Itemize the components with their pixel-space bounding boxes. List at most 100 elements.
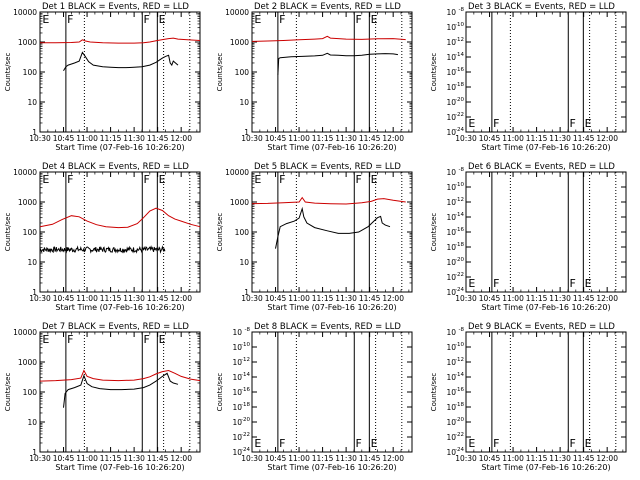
events-series-line — [63, 51, 179, 72]
y-tick-exponent: -8 — [459, 167, 465, 173]
y-axis-label: Counts/sec — [430, 53, 438, 92]
x-tick-label: 10:45 — [265, 134, 287, 143]
y-axis-label: Counts/sec — [4, 373, 12, 412]
x-tick-label: 12:00 — [170, 454, 192, 463]
y-tick-label: 10 — [446, 23, 456, 32]
y-tick-exponent: -18 — [455, 82, 464, 88]
y-tick-label: 10 — [446, 258, 456, 267]
x-tick-label: 10:30 — [29, 294, 51, 303]
y-tick-label: 10 — [446, 343, 456, 352]
y-tick-label: 10 — [232, 448, 242, 457]
y-tick-exponent: -8 — [459, 327, 465, 333]
panel-title: Det 1 BLACK = Events, RED = LLD — [42, 2, 189, 12]
panel-title: Det 2 BLACK = Events, RED = LLD — [254, 2, 401, 12]
y-tick-label: 10 — [27, 258, 37, 267]
y-axis-label: Counts/sec — [216, 213, 224, 252]
x-tick-label: 11:30 — [549, 134, 571, 143]
flag-label: F — [570, 117, 576, 130]
flag-label: F — [144, 13, 150, 26]
x-tick-label: 11:00 — [76, 454, 98, 463]
x-tick-label: 11:15 — [100, 134, 122, 143]
x-tick-label: 11:00 — [502, 294, 524, 303]
panel-title: Det 6 BLACK = Events, RED = LLD — [468, 162, 615, 172]
y-tick-label: 10 — [232, 418, 242, 427]
y-tick-exponent: -14 — [241, 372, 250, 378]
y-tick-label: 10 — [232, 358, 242, 367]
lld-series-line — [251, 196, 406, 205]
flag-label: F — [356, 173, 362, 186]
x-tick-label: 11:45 — [573, 134, 595, 143]
x-tick-label: 12:00 — [596, 454, 618, 463]
flag-label: E — [585, 437, 592, 450]
y-tick-label: 1 — [32, 288, 37, 297]
x-axis-label: Start Time (07-Feb-16 10:26:20) — [481, 463, 610, 472]
x-axis-label: Start Time (07-Feb-16 10:26:20) — [55, 463, 184, 472]
flag-label: E — [254, 13, 261, 26]
y-tick-label: 10 — [239, 98, 249, 107]
x-tick-label: 10:30 — [455, 134, 477, 143]
x-tick-label: 11:15 — [312, 294, 334, 303]
panel-det-5: Det 5 BLACK = Events, RED = LLD 1 10 100 100… — [216, 162, 413, 312]
y-tick-label: 10 — [446, 183, 456, 192]
x-tick-label: 10:45 — [479, 294, 501, 303]
y-tick-label: 10 — [239, 258, 249, 267]
y-tick-label: 1 — [244, 288, 249, 297]
y-tick-label: 10000 — [13, 328, 37, 337]
y-tick-label: 100 — [235, 68, 250, 77]
y-tick-label: 100 — [23, 68, 38, 77]
flag-label: E — [42, 333, 49, 346]
y-tick-label: 10 — [446, 448, 456, 457]
x-tick-label: 10:45 — [479, 134, 501, 143]
y-tick-label: 1000 — [18, 38, 37, 47]
x-tick-label: 11:00 — [288, 134, 310, 143]
y-tick-label: 10 — [232, 403, 242, 412]
flag-label: E — [42, 13, 49, 26]
y-tick-label: 10 — [446, 433, 456, 442]
x-tick-label: 10:45 — [53, 454, 75, 463]
panel-title: Det 9 BLACK = Events, RED = LLD — [468, 322, 615, 332]
x-tick-label: 11:00 — [76, 134, 98, 143]
x-tick-label: 11:45 — [359, 294, 381, 303]
x-axis-label: Start Time (07-Feb-16 10:26:20) — [267, 303, 396, 312]
flag-label: E — [468, 117, 475, 130]
x-tick-label: 12:00 — [382, 134, 404, 143]
flag-label: F — [570, 437, 576, 450]
x-axis-label: Start Time (07-Feb-16 10:26:20) — [481, 143, 610, 152]
x-axis-label: Start Time (07-Feb-16 10:26:20) — [55, 143, 184, 152]
x-tick-label: 10:30 — [241, 454, 263, 463]
x-tick-label: 11:45 — [573, 294, 595, 303]
x-tick-label: 11:30 — [123, 134, 145, 143]
y-tick-exponent: -18 — [455, 242, 464, 248]
y-tick-label: 1000 — [230, 38, 249, 47]
y-tick-exponent: -22 — [455, 432, 464, 438]
y-tick-exponent: -8 — [459, 7, 465, 13]
plot-frame — [39, 171, 201, 293]
y-tick-label: 10 — [446, 113, 456, 122]
x-tick-label: 11:15 — [312, 134, 334, 143]
y-axis-label: Counts/sec — [430, 213, 438, 252]
y-tick-label: 100 — [235, 228, 250, 237]
x-tick-label: 11:15 — [100, 294, 122, 303]
flag-label: F — [67, 333, 73, 346]
y-tick-exponent: -22 — [455, 112, 464, 118]
y-tick-exponent: -16 — [455, 227, 464, 233]
flag-label: E — [585, 277, 592, 290]
x-axis-label: Start Time (07-Feb-16 10:26:20) — [267, 463, 396, 472]
panel-title: Det 3 BLACK = Events, RED = LLD — [468, 2, 615, 12]
y-tick-label: 10 — [446, 8, 456, 17]
x-tick-label: 11:45 — [147, 134, 169, 143]
y-tick-label: 10 — [232, 328, 242, 337]
y-tick-exponent: -16 — [455, 387, 464, 393]
y-tick-exponent: -14 — [455, 212, 464, 218]
y-tick-exponent: -10 — [455, 182, 464, 188]
events-series-line — [277, 52, 398, 75]
plot-frame — [465, 171, 627, 293]
y-tick-exponent: -24 — [455, 447, 464, 453]
lld-series-line — [251, 35, 406, 42]
x-tick-label: 12:00 — [382, 454, 404, 463]
y-tick-label: 10 — [232, 388, 242, 397]
y-tick-label: 1 — [32, 128, 37, 137]
y-tick-exponent: -10 — [455, 342, 464, 348]
